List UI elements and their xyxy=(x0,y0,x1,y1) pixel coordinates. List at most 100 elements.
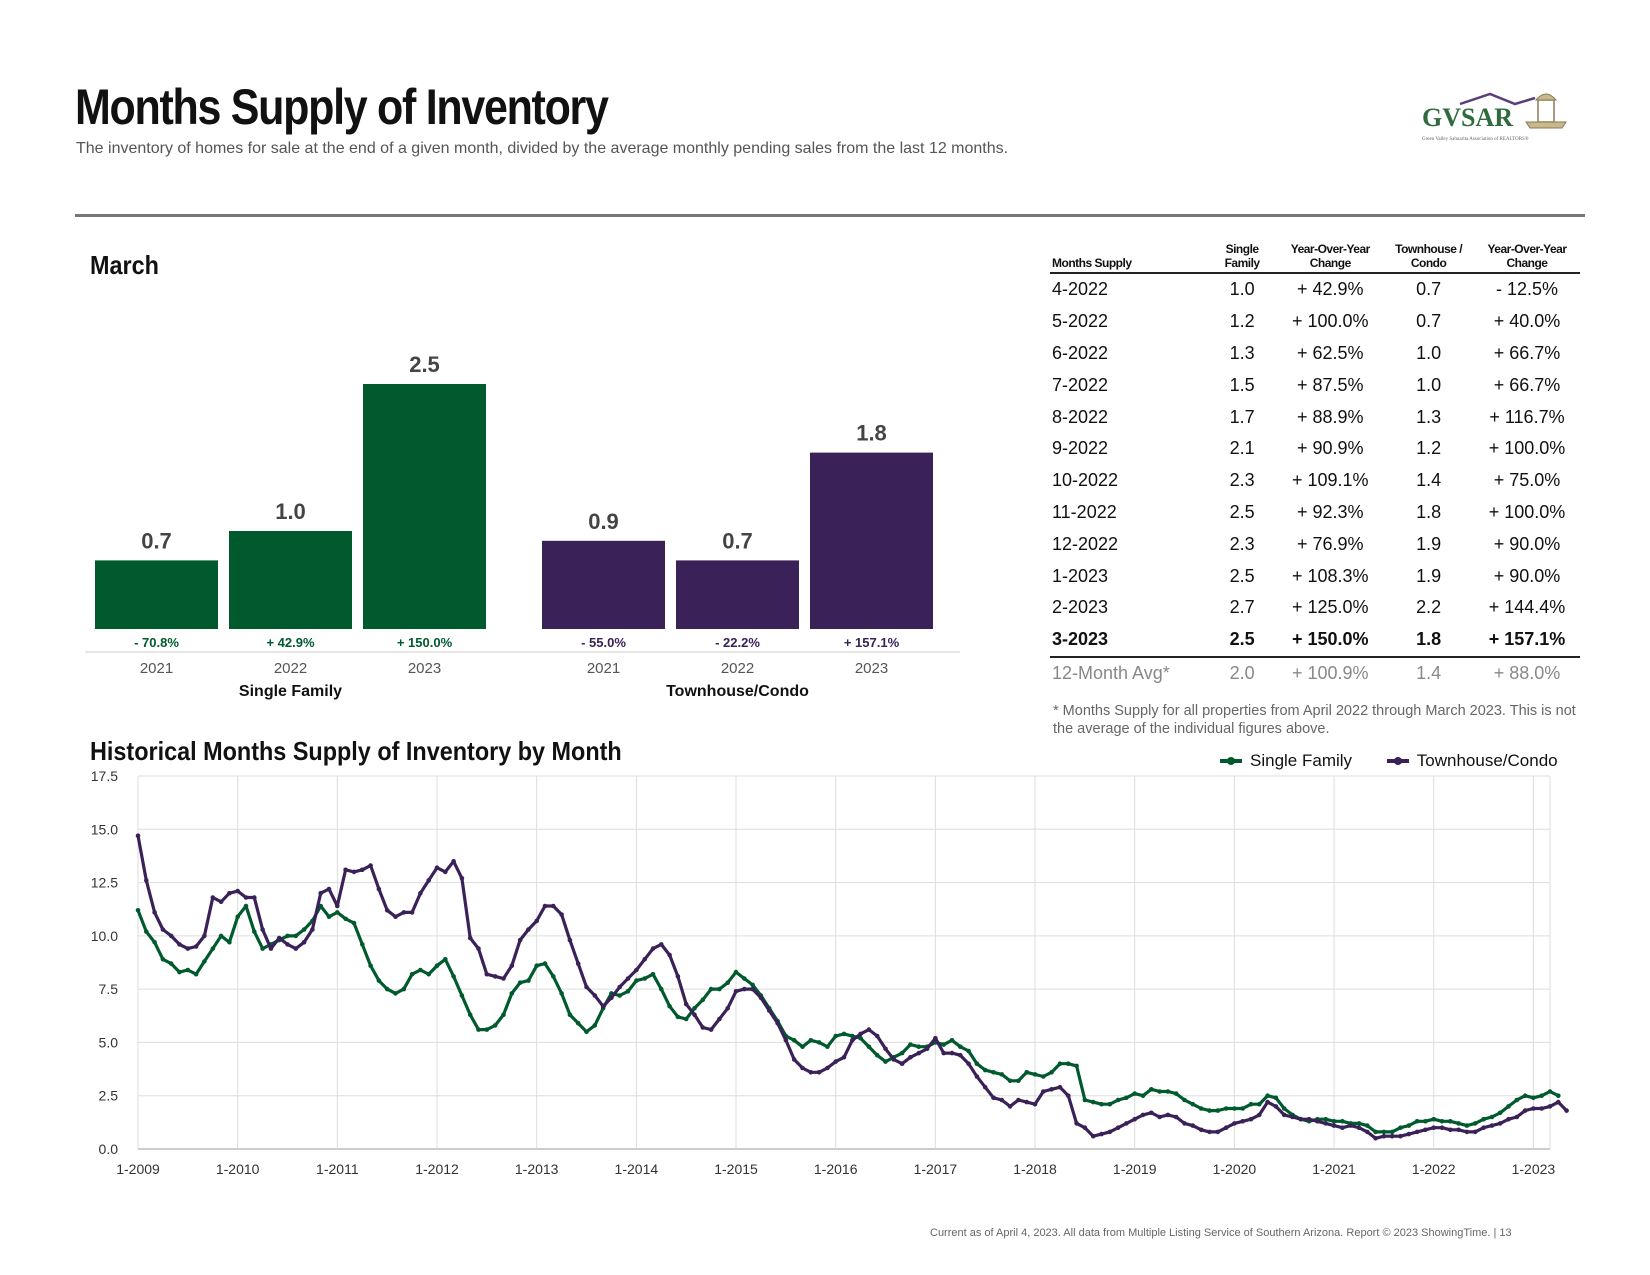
gvsar-logo: GVSAR Green Valley Sahuarita Association… xyxy=(1422,92,1567,142)
series-point xyxy=(492,1023,498,1028)
series-point xyxy=(982,1084,988,1090)
table-cell: 2-2023 xyxy=(1052,597,1109,618)
series-point xyxy=(1082,1125,1088,1130)
series-point xyxy=(351,869,357,875)
table-cell: 6-2022 xyxy=(1052,342,1109,363)
series-point xyxy=(650,946,656,951)
series-point xyxy=(551,903,556,909)
series-point xyxy=(1049,1070,1054,1075)
table-cell: 3-2023 xyxy=(1050,623,1207,658)
series-point xyxy=(584,984,589,990)
series-point xyxy=(1240,1106,1245,1111)
table-cell: + 100.0% xyxy=(1488,438,1566,459)
series-point xyxy=(567,1012,573,1017)
series-point xyxy=(1173,1114,1179,1120)
series-point xyxy=(343,867,348,873)
series-point xyxy=(559,912,564,917)
table-cell: + 87.5% xyxy=(1296,374,1364,395)
series-point xyxy=(1149,1087,1154,1092)
series-point xyxy=(800,1044,805,1049)
table-cell: + 116.7% xyxy=(1489,406,1565,427)
bar xyxy=(363,384,486,629)
table-cell: 1.2 xyxy=(1416,438,1442,459)
series-point xyxy=(1032,1101,1038,1107)
series-point xyxy=(1431,1116,1436,1122)
series-point xyxy=(459,876,465,881)
table-cell: 5-2022 xyxy=(1052,311,1109,332)
series-point xyxy=(841,1031,847,1037)
bar-category-label: 2023 xyxy=(408,660,441,677)
series-point xyxy=(617,993,622,998)
series-point xyxy=(1472,1129,1478,1135)
series-point xyxy=(1306,1116,1312,1122)
series-point xyxy=(575,1020,581,1026)
series-point xyxy=(501,1012,506,1017)
table-cell: 1.9 xyxy=(1416,565,1442,586)
series-point xyxy=(1556,1099,1561,1105)
series-point xyxy=(1298,1116,1304,1122)
x-tick-label: 1-2015 xyxy=(714,1161,758,1177)
table-cell: 1.0 xyxy=(1416,374,1442,395)
x-tick-label: 1-2014 xyxy=(615,1161,659,1177)
series-line xyxy=(136,904,1560,1134)
series-point xyxy=(1265,1099,1270,1105)
table-cell: + 150.0% xyxy=(1277,623,1384,658)
series-point xyxy=(326,886,332,892)
series-point xyxy=(991,1095,996,1101)
series-point xyxy=(252,895,257,900)
series-point xyxy=(526,978,531,983)
series-point xyxy=(1149,1110,1154,1116)
series-point xyxy=(1041,1089,1046,1094)
series-point xyxy=(418,967,423,973)
table-cell: + 100.0% xyxy=(1291,311,1369,332)
series-point xyxy=(667,952,672,958)
table-cell: 1.5 xyxy=(1229,374,1255,395)
series-point xyxy=(833,1059,838,1064)
series-point xyxy=(1489,1123,1495,1128)
table-cell: + 66.7% xyxy=(1493,342,1561,363)
table-cell: 1.0 xyxy=(1416,342,1442,363)
series-point xyxy=(866,1027,872,1032)
series-point xyxy=(1323,1116,1328,1122)
series-point xyxy=(1414,1129,1420,1135)
series-point xyxy=(974,1074,980,1079)
series-point xyxy=(276,935,282,941)
series-point xyxy=(1198,1127,1204,1133)
series-point xyxy=(841,1055,847,1060)
series-point xyxy=(1032,1072,1038,1077)
table-cell: + 144.4% xyxy=(1488,597,1566,618)
series-point xyxy=(144,878,149,883)
series-point xyxy=(1564,1108,1569,1113)
series-point xyxy=(517,937,523,943)
bar xyxy=(810,452,933,629)
series-point xyxy=(1340,1119,1345,1124)
series-point xyxy=(1198,1106,1204,1111)
line-chart-title: Historical Months Supply of Inventory by… xyxy=(90,736,622,766)
series-point xyxy=(1132,1091,1137,1096)
series-point xyxy=(866,1044,872,1049)
table-cell: 2.5 xyxy=(1229,565,1255,586)
table-cell: 10-2022 xyxy=(1052,470,1119,491)
series-point xyxy=(1190,1101,1196,1107)
x-tick-label: 1-2011 xyxy=(316,1161,359,1177)
series-point xyxy=(418,890,423,896)
series-point xyxy=(1281,1106,1287,1111)
x-tick-label: 1-2022 xyxy=(1412,1161,1456,1177)
series-point xyxy=(1373,1129,1378,1135)
x-tick-label: 1-2023 xyxy=(1512,1161,1556,1177)
bar-change-label: + 42.9% xyxy=(266,635,315,650)
series-point xyxy=(218,933,224,939)
series-point xyxy=(177,942,182,947)
series-point xyxy=(1182,1097,1187,1103)
series-point xyxy=(509,991,515,996)
table-row: 12-2022 2.3 + 76.9% 1.9 + 90.0% xyxy=(1050,528,1580,560)
series-point xyxy=(401,910,407,915)
series-point xyxy=(409,910,415,915)
series-point xyxy=(908,1055,913,1060)
series-point xyxy=(393,991,398,996)
series-point xyxy=(1265,1093,1270,1098)
series-point xyxy=(443,957,448,962)
series-point xyxy=(376,978,382,983)
series-point xyxy=(451,974,456,979)
series-point xyxy=(193,971,199,977)
